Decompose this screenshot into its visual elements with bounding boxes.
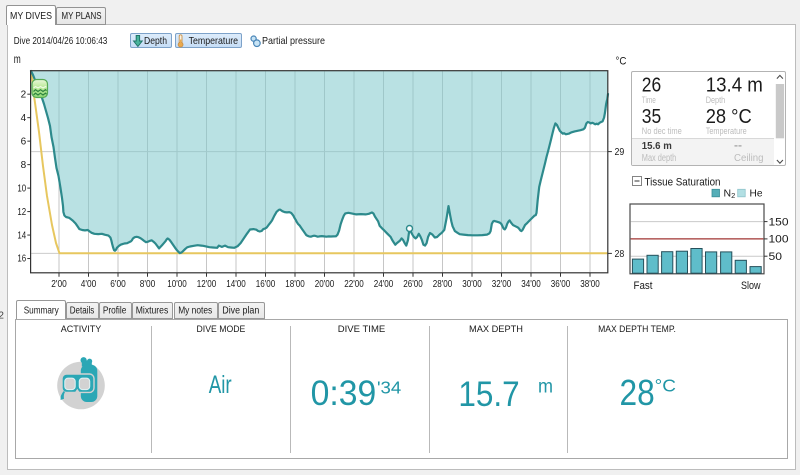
svg-text:6'00: 6'00 xyxy=(110,279,126,290)
svg-text:28 °C: 28 °C xyxy=(706,106,752,128)
svg-text:Temperature: Temperature xyxy=(189,35,239,47)
svg-text:8: 8 xyxy=(21,160,27,171)
svg-text:Mixtures: Mixtures xyxy=(136,306,169,317)
svg-text:N2: N2 xyxy=(724,188,736,201)
svg-text:12'00: 12'00 xyxy=(197,279,217,290)
svg-text:24'00: 24'00 xyxy=(374,279,394,290)
svg-text:38'00: 38'00 xyxy=(580,279,600,290)
svg-text:MAX DEPTH: MAX DEPTH xyxy=(469,324,523,335)
svg-text:32'00: 32'00 xyxy=(492,279,512,290)
svg-text:10: 10 xyxy=(17,183,26,194)
svg-text:26'00: 26'00 xyxy=(403,279,423,290)
svg-text:Time: Time xyxy=(642,95,656,106)
svg-text:DIVE MODE: DIVE MODE xyxy=(197,324,246,335)
svg-text:Profile: Profile xyxy=(103,306,127,317)
svg-text:28: 28 xyxy=(620,372,655,413)
svg-text:Fast: Fast xyxy=(634,280,653,292)
svg-text:14: 14 xyxy=(17,230,26,241)
svg-text:150: 150 xyxy=(769,216,789,228)
svg-text:Temperature: Temperature xyxy=(706,126,747,137)
svg-text:16: 16 xyxy=(17,254,26,265)
svg-text:°C: °C xyxy=(616,56,627,68)
svg-text:8'00: 8'00 xyxy=(140,279,156,290)
svg-text:DIVE TIME: DIVE TIME xyxy=(338,324,386,335)
svg-text:36'00: 36'00 xyxy=(551,279,571,290)
svg-text:2'00: 2'00 xyxy=(51,279,67,290)
svg-text:°C: °C xyxy=(655,375,676,395)
svg-text:100: 100 xyxy=(769,234,789,246)
svg-text:My notes: My notes xyxy=(178,306,212,317)
svg-text:30'00: 30'00 xyxy=(462,279,482,290)
svg-text:MY DIVES: MY DIVES xyxy=(10,10,52,22)
svg-text:34'00: 34'00 xyxy=(521,279,541,290)
svg-text:Partial pressure: Partial pressure xyxy=(262,35,325,47)
svg-text:Summary: Summary xyxy=(24,306,59,317)
svg-text:Tissue Saturation: Tissue Saturation xyxy=(645,176,721,188)
svg-text:m: m xyxy=(14,52,21,66)
svg-text:No dec time: No dec time xyxy=(642,126,682,137)
svg-text:28: 28 xyxy=(615,249,625,260)
svg-text:He: He xyxy=(750,188,763,200)
svg-text:26: 26 xyxy=(642,75,661,97)
svg-text:16'00: 16'00 xyxy=(256,279,276,290)
svg-text:Ceiling: Ceiling xyxy=(734,153,764,164)
svg-text:10'00: 10'00 xyxy=(167,279,187,290)
svg-text:12: 12 xyxy=(17,207,26,218)
svg-text:Dive plan: Dive plan xyxy=(222,306,259,317)
svg-text:15.7: 15.7 xyxy=(458,374,519,414)
svg-text:Dive 2014/04/26 10:06:43: Dive 2014/04/26 10:06:43 xyxy=(14,35,108,47)
svg-text:50: 50 xyxy=(769,251,783,263)
svg-text:35: 35 xyxy=(642,106,661,128)
svg-text:MAX DEPTH TEMP.: MAX DEPTH TEMP. xyxy=(598,324,676,335)
svg-text:18'00: 18'00 xyxy=(285,279,305,290)
svg-text:15.6 m: 15.6 m xyxy=(642,140,672,152)
svg-text:Slow: Slow xyxy=(741,280,761,292)
svg-text:20'00: 20'00 xyxy=(315,279,335,290)
svg-text:'34: '34 xyxy=(377,377,402,397)
svg-text:2: 2 xyxy=(21,89,27,100)
svg-text:6: 6 xyxy=(21,136,27,147)
svg-text:29: 29 xyxy=(615,147,625,158)
svg-text:22'00: 22'00 xyxy=(344,279,364,290)
svg-text:m: m xyxy=(538,377,553,398)
svg-text:ACTIVITY: ACTIVITY xyxy=(61,324,102,335)
svg-text:Depth: Depth xyxy=(706,95,726,106)
svg-text:0:39: 0:39 xyxy=(311,373,377,413)
svg-text:MY PLANS: MY PLANS xyxy=(62,10,102,22)
svg-text:Details: Details xyxy=(70,306,95,317)
svg-text:'2: '2 xyxy=(0,311,4,322)
svg-text:Depth: Depth xyxy=(144,35,167,47)
svg-text:13.4 m: 13.4 m xyxy=(706,75,763,97)
svg-text:Max depth: Max depth xyxy=(642,153,677,164)
svg-text:14'00: 14'00 xyxy=(226,279,246,290)
svg-text:4: 4 xyxy=(21,113,27,124)
svg-text:--: -- xyxy=(734,139,743,151)
svg-text:28'00: 28'00 xyxy=(433,279,453,290)
svg-text:Air: Air xyxy=(209,371,232,399)
svg-text:4'00: 4'00 xyxy=(81,279,97,290)
